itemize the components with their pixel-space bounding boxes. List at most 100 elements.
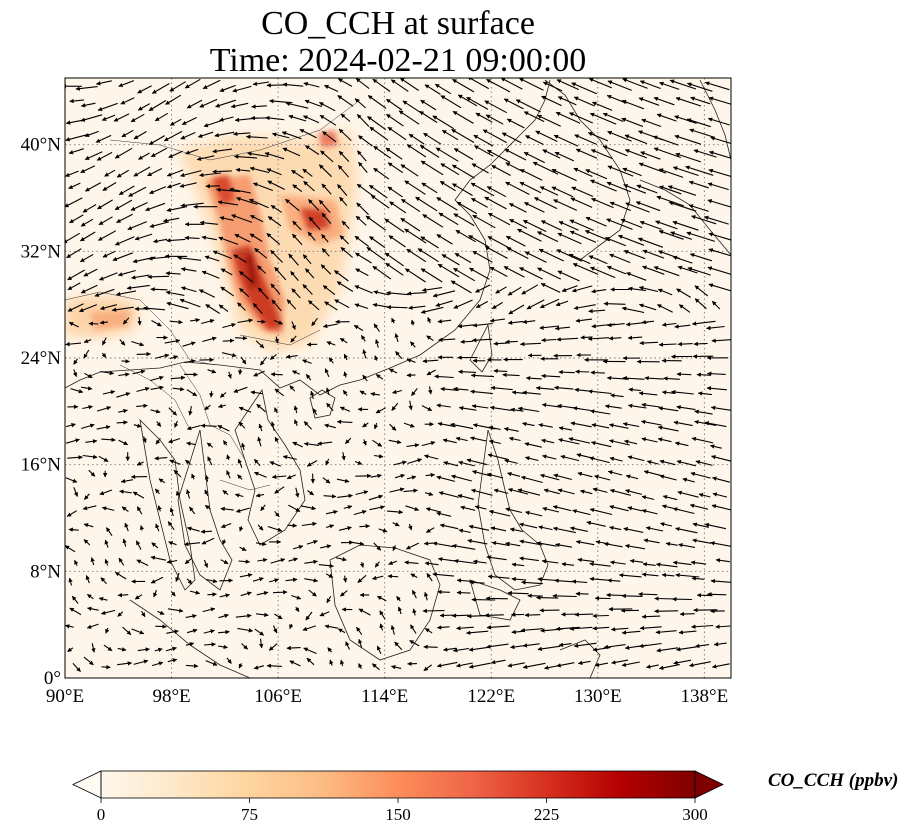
wind-arrow [328,357,334,364]
wind-arrow [657,304,673,313]
wind-arrow [118,372,130,377]
wind-arrow [227,371,232,379]
wind-arrow [339,406,351,412]
wind-arrow [212,250,233,260]
wind-arrow [406,372,416,378]
wind-arrow [575,318,593,323]
wind-arrow [575,148,598,159]
wind-arrow [265,115,285,121]
wind-arrow [486,78,511,93]
wind-arrow [303,180,315,192]
wind-arrow [306,460,318,467]
wind-arrow [270,421,276,431]
wind-arrow [69,98,85,104]
wind-arrow [248,198,269,209]
wind-arrow [324,368,330,378]
wind-arrow [475,300,489,309]
wind-arrow [458,369,477,374]
colorbar-tick-label: 0 [97,805,106,824]
wind-arrow [199,220,219,226]
wind-arrow [638,303,657,311]
wind-arrow [486,186,507,198]
wind-arrow [557,232,582,245]
wind-arrow [366,246,386,261]
wind-arrow [156,421,162,427]
wind-arrow [391,317,396,324]
wind-arrow [390,79,409,92]
wind-arrow [637,237,664,248]
wind-arrow [626,272,647,281]
wind-arrow [151,83,170,94]
wind-arrow [127,221,148,230]
wind-arrow [466,96,489,110]
wind-arrow [253,370,265,377]
wind-arrow [489,266,508,277]
wind-arrow [515,99,541,113]
wind-arrow [557,270,580,282]
wind-arrow [305,145,320,155]
wind-arrow [686,118,711,128]
wind-arrow [435,147,459,162]
wind-arrow [641,508,658,515]
wind-arrow [269,353,277,360]
wind-arrow [556,337,579,342]
wind-arrow [641,319,655,325]
wind-arrow [186,526,200,532]
wind-arrow [572,509,591,516]
wind-arrow [118,439,129,446]
wind-arrow [389,423,397,431]
wind-arrow [303,441,320,447]
wind-arrow [475,284,491,293]
wind-arrow [122,317,130,325]
wind-arrow [234,335,248,341]
wind-arrow [200,423,217,428]
wind-arrow [355,215,367,226]
wind-arrow [688,204,709,212]
wind-arrow [102,182,117,191]
wind-arrow [594,474,611,481]
wind-arrow [442,438,457,444]
wind-arrow [408,400,413,411]
wind-arrow [253,458,261,467]
wind-arrow [589,456,610,464]
wind-arrow [245,134,268,140]
wind-arrow [98,455,109,462]
wind-arrow [573,167,593,178]
wind-arrow [590,440,612,448]
wind-arrow [136,351,151,357]
wind-arrow [523,111,545,123]
wind-arrow [336,281,354,292]
wind-arrow [201,318,215,325]
lon-tick-label: 122°E [467,686,515,707]
wind-arrow [97,199,113,210]
wind-arrow [573,96,595,107]
wind-arrow [274,266,287,281]
wind-arrow [220,286,235,297]
wind-arrow [67,282,81,291]
wind-arrow [585,169,608,180]
wind-arrow [589,266,616,279]
wind-arrow [270,249,283,263]
wind-arrow [673,420,693,427]
wind-arrow [282,147,301,157]
wind-arrow [114,199,133,211]
wind-arrow [453,148,474,160]
wind-arrow [662,494,678,501]
wind-arrow [115,290,137,297]
wind-arrow [434,83,452,95]
wind-arrow [362,422,369,428]
wind-arrow [457,323,475,329]
wind-arrow [137,85,152,94]
wind-arrow [460,339,473,344]
wind-arrow [642,249,665,259]
wind-arrow [554,151,575,162]
wind-arrow [85,182,102,192]
wind-arrow [68,321,79,328]
wind-arrow [255,340,265,349]
wind-arrow [257,436,262,447]
wind-arrow [553,134,579,147]
wind-arrow [145,202,166,212]
wind-arrow [470,389,493,395]
wind-arrow [589,409,611,415]
wind-arrow [708,232,731,241]
